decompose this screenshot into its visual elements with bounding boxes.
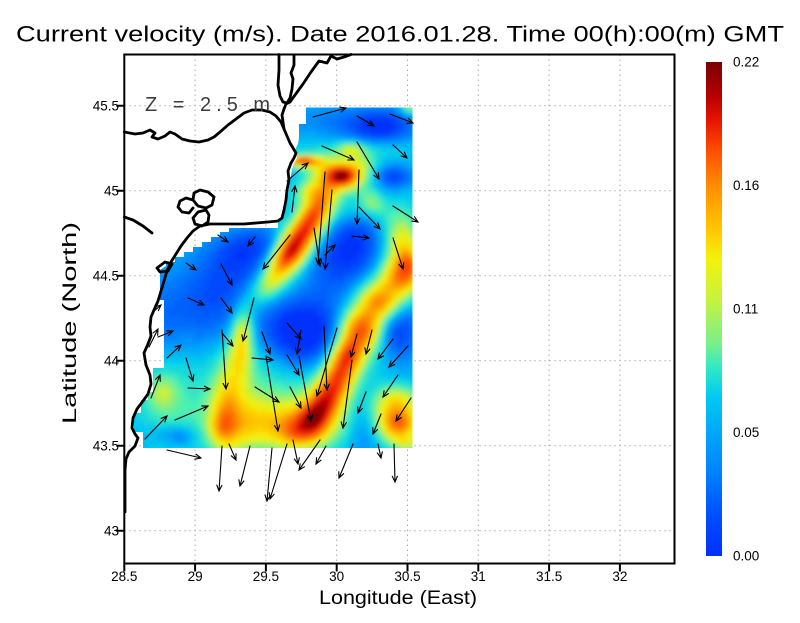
svg-text:29: 29 bbox=[188, 569, 203, 584]
svg-text:Current velocity (m/s). Date 2: Current velocity (m/s). Date 2016.01.28.… bbox=[16, 22, 784, 47]
svg-text:43: 43 bbox=[104, 523, 119, 538]
svg-text:32: 32 bbox=[612, 569, 627, 584]
svg-text:Longitude (East): Longitude (East) bbox=[319, 588, 477, 609]
svg-text:30.5: 30.5 bbox=[394, 569, 420, 584]
svg-text:28.5: 28.5 bbox=[111, 569, 137, 584]
svg-text:0.05: 0.05 bbox=[733, 425, 759, 440]
svg-text:31: 31 bbox=[471, 569, 486, 584]
svg-text:45.5: 45.5 bbox=[93, 98, 119, 113]
svg-text:44.5: 44.5 bbox=[93, 268, 119, 283]
svg-text:29.5: 29.5 bbox=[253, 569, 279, 584]
svg-text:0.16: 0.16 bbox=[733, 178, 759, 193]
svg-text:Z = 2.5 m: Z = 2.5 m bbox=[145, 94, 275, 116]
svg-text:0.22: 0.22 bbox=[733, 55, 759, 70]
svg-text:30: 30 bbox=[329, 569, 344, 584]
svg-text:44: 44 bbox=[104, 353, 120, 368]
svg-text:31.5: 31.5 bbox=[536, 569, 562, 584]
svg-text:45: 45 bbox=[104, 183, 119, 198]
svg-text:Latitude (North): Latitude (North) bbox=[59, 222, 81, 424]
svg-text:43.5: 43.5 bbox=[93, 438, 119, 453]
svg-text:0.11: 0.11 bbox=[733, 302, 758, 317]
svg-text:0.00: 0.00 bbox=[733, 549, 759, 564]
